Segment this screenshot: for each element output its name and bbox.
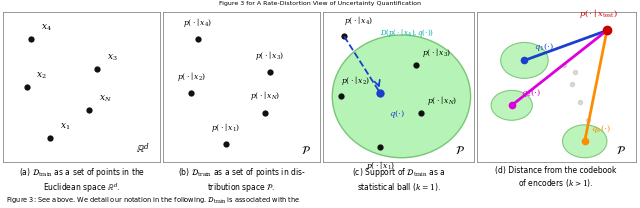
Text: $p(\,{\cdot}\mid x_1)$: $p(\,{\cdot}\mid x_1)$ [366, 159, 395, 172]
Text: $x_2$: $x_2$ [36, 71, 47, 81]
Ellipse shape [500, 42, 548, 78]
Text: $x_1$: $x_1$ [60, 122, 70, 132]
Text: $q_k(\cdot)$: $q_k(\cdot)$ [591, 123, 611, 135]
Text: $p(\,{\cdot}\mid x_3)$: $p(\,{\cdot}\mid x_3)$ [255, 49, 284, 62]
Text: $p(\,{\cdot}\mid x_4)$: $p(\,{\cdot}\mid x_4)$ [183, 16, 212, 29]
Text: $q(\cdot)$: $q(\cdot)$ [389, 108, 406, 120]
Text: $p(\,{\cdot}\mid x_1)$: $p(\,{\cdot}\mid x_1)$ [211, 121, 241, 134]
Text: $p(\,{\cdot}\mid x_N)$: $p(\,{\cdot}\mid x_N)$ [427, 94, 458, 107]
Text: $\mathbb{R}^d$: $\mathbb{R}^d$ [136, 142, 150, 156]
Text: $x_4$: $x_4$ [41, 23, 52, 33]
Text: (a) $\mathcal{D}_{\mathrm{train}}$ as a set of points in the
Euclidean space $\m: (a) $\mathcal{D}_{\mathrm{train}}$ as a … [19, 166, 145, 194]
Ellipse shape [332, 35, 470, 158]
Text: $\mathcal{P}$: $\mathcal{P}$ [616, 144, 626, 156]
Ellipse shape [563, 125, 607, 158]
Text: Figure 3 for A Rate-Distortion View of Uncertainty Quantification: Figure 3 for A Rate-Distortion View of U… [219, 1, 421, 6]
Text: $x_3$: $x_3$ [107, 53, 117, 63]
Text: $\mathcal{P}$: $\mathcal{P}$ [454, 144, 465, 156]
Text: $x_N$: $x_N$ [99, 93, 112, 104]
Text: $q_2(\cdot)$: $q_2(\cdot)$ [521, 87, 541, 99]
Text: $p(\,{\cdot}\mid x_N)$: $p(\,{\cdot}\mid x_N)$ [250, 89, 280, 102]
Text: $p(\,{\cdot}\mid x_2)$: $p(\,{\cdot}\mid x_2)$ [177, 70, 206, 83]
Text: $\mathcal{P}$: $\mathcal{P}$ [301, 144, 310, 156]
Text: $p(\,{\cdot}\mid x_3)$: $p(\,{\cdot}\mid x_3)$ [422, 46, 452, 59]
Text: $p(\,{\cdot}\mid x_4)$: $p(\,{\cdot}\mid x_4)$ [344, 15, 373, 27]
Text: $p(\,{\cdot}\mid x_2)$: $p(\,{\cdot}\mid x_2)$ [341, 74, 371, 87]
Text: (c) Support of $\mathcal{D}_{\mathrm{train}}$ as a
statistical ball ($k=1$).: (c) Support of $\mathcal{D}_{\mathrm{tra… [351, 166, 445, 193]
Text: $p(\,{\cdot}\mid x_{\mathrm{test}})$: $p(\,{\cdot}\mid x_{\mathrm{test}})$ [579, 7, 619, 20]
Text: (d) Distance from the codebook
of encoders ($k>1$).: (d) Distance from the codebook of encode… [495, 166, 617, 189]
Text: (b) $\mathcal{D}_{\mathrm{train}}$ as a set of points in dis-
tribution space $\: (b) $\mathcal{D}_{\mathrm{train}}$ as a … [178, 166, 305, 194]
Text: $D(p(\,{\cdot}\mid x_4),q(\cdot))$: $D(p(\,{\cdot}\mid x_4),q(\cdot))$ [380, 27, 435, 40]
Ellipse shape [491, 90, 532, 120]
Text: $q_1(\cdot)$: $q_1(\cdot)$ [534, 41, 554, 53]
Text: Figure 3: See above. We detail our notation in the following. $\mathcal{D}_{\mat: Figure 3: See above. We detail our notat… [6, 196, 301, 206]
